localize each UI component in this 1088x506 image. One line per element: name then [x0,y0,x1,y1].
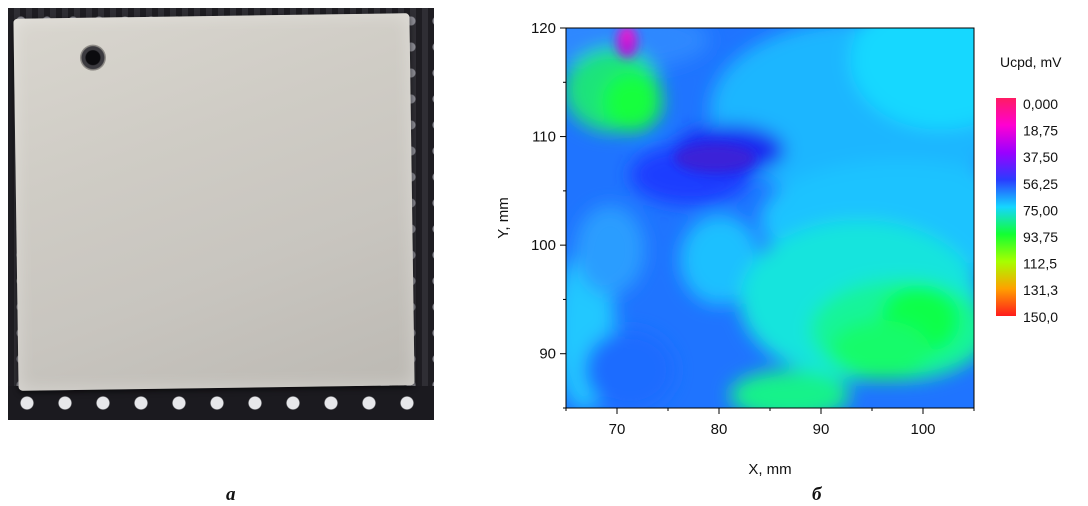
colorbar-label: 56,25 [1023,176,1058,192]
colorbar-label: 0,000 [1023,96,1058,112]
x-axis-label: X, mm [748,461,791,478]
blob [730,370,850,408]
colorbar-label: 18,75 [1023,123,1058,139]
blob [585,330,675,408]
blob [675,144,755,172]
plate-photo [8,8,434,420]
colorbar-label: 150,0 [1023,309,1058,325]
colorbar-label: 112,5 [1023,256,1057,272]
blob [850,28,974,130]
x-tick-label: 80 [711,421,728,438]
axis-ticks: 70 80 90 100 90 100 110 120 [531,20,975,438]
colorbar-label: 131,3 [1023,282,1058,298]
colorbar-label: 75,00 [1023,202,1058,218]
blob [575,205,645,295]
x-tick-label: 70 [609,421,626,438]
y-tick-label: 110 [532,129,556,146]
y-axis-label: Y, mm [495,197,512,238]
colorbar-title: Ucpd, mV [1000,54,1062,70]
x-tick-label: 100 [910,421,935,438]
blob [680,215,760,305]
caption-b: б [812,484,822,505]
blob [620,28,634,43]
colorbar [996,98,1016,316]
colorbar-labels: 0,000 18,75 37,50 56,25 75,00 93,75 112,5 131,3… [1023,96,1058,325]
heatmap-field [566,28,974,408]
mesh-strip [8,386,434,420]
colorbar-label: 37,50 [1023,149,1058,165]
blob [830,320,930,380]
y-tick-label: 90 [539,346,556,363]
blob [602,72,662,132]
caption-a: a [226,484,236,505]
y-tick-label: 120 [531,20,556,37]
colorbar-label: 93,75 [1023,229,1058,245]
x-tick-label: 90 [813,421,830,438]
y-tick-label: 100 [531,237,556,254]
